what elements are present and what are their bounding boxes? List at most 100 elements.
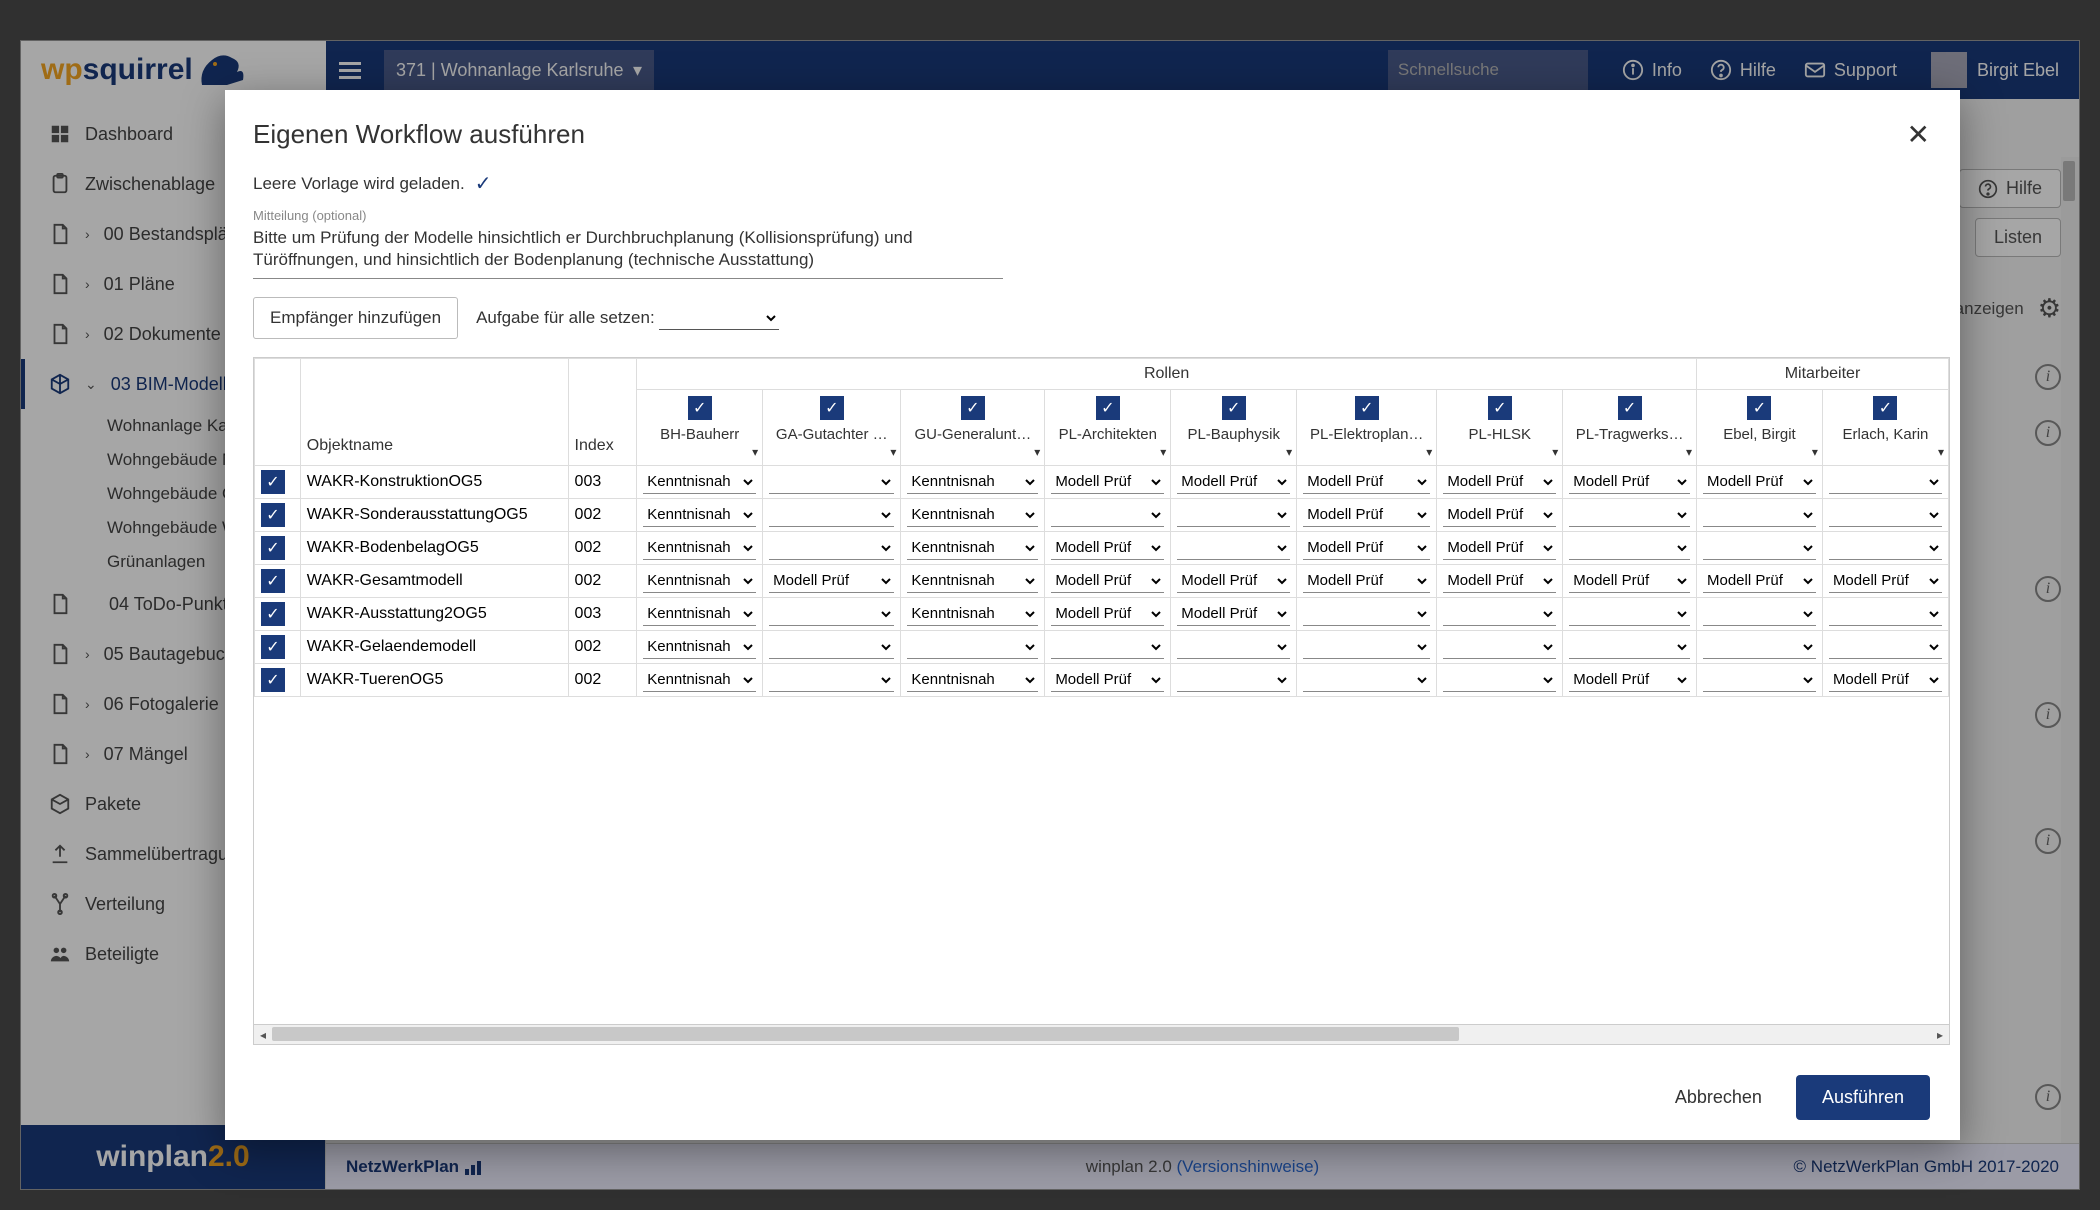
cell-select[interactable]: Modell Prüf: [1051, 668, 1164, 692]
row-checkbox[interactable]: ✓: [261, 536, 285, 560]
col-dropdown[interactable]: ▾: [1175, 445, 1292, 459]
mitteilung-input[interactable]: [253, 223, 1003, 279]
cell-select[interactable]: Kenntnisnah: [907, 668, 1038, 692]
row-checkbox[interactable]: ✓: [261, 470, 285, 494]
cell-select[interactable]: [1569, 602, 1690, 626]
row-checkbox[interactable]: ✓: [261, 635, 285, 659]
cell-select[interactable]: [1703, 635, 1816, 659]
cell-select[interactable]: [1303, 668, 1430, 692]
cell-select[interactable]: [769, 470, 894, 494]
col-checkbox[interactable]: ✓: [1096, 396, 1120, 420]
cell-select[interactable]: Modell Prüf: [1303, 503, 1430, 527]
col-dropdown[interactable]: ▾: [767, 445, 896, 459]
cell-select[interactable]: [769, 635, 894, 659]
cell-select[interactable]: Kenntnisnah: [643, 602, 756, 626]
cell-select[interactable]: Modell Prüf: [1443, 536, 1556, 560]
cell-select[interactable]: Kenntnisnah: [907, 536, 1038, 560]
cell-select[interactable]: Modell Prüf: [1177, 470, 1290, 494]
cell-select[interactable]: [1829, 470, 1942, 494]
cell-select[interactable]: [1829, 503, 1942, 527]
cell-select[interactable]: [1703, 536, 1816, 560]
execute-button[interactable]: Ausführen: [1796, 1075, 1930, 1120]
col-dropdown[interactable]: ▾: [1049, 445, 1166, 459]
cell-select[interactable]: Kenntnisnah: [643, 668, 756, 692]
cell-select[interactable]: [1177, 635, 1290, 659]
cell-select[interactable]: [1703, 602, 1816, 626]
cell-select[interactable]: [1051, 635, 1164, 659]
set-all-select[interactable]: [659, 306, 779, 330]
scroll-right-icon[interactable]: ▸: [1931, 1025, 1949, 1045]
cell-select[interactable]: Kenntnisnah: [907, 470, 1038, 494]
col-dropdown[interactable]: ▾: [641, 445, 758, 459]
col-checkbox[interactable]: ✓: [1222, 396, 1246, 420]
col-dropdown[interactable]: ▾: [905, 445, 1040, 459]
cell-select[interactable]: Kenntnisnah: [907, 602, 1038, 626]
col-checkbox[interactable]: ✓: [1355, 396, 1379, 420]
cell-select[interactable]: [1177, 668, 1290, 692]
cell-select[interactable]: [1443, 635, 1556, 659]
cell-select[interactable]: [1303, 602, 1430, 626]
cell-select[interactable]: [1177, 536, 1290, 560]
col-checkbox[interactable]: ✓: [961, 396, 985, 420]
col-checkbox[interactable]: ✓: [1747, 396, 1771, 420]
cell-select[interactable]: [1703, 503, 1816, 527]
cell-select[interactable]: [1829, 536, 1942, 560]
cell-select[interactable]: [769, 503, 894, 527]
cell-select[interactable]: Modell Prüf: [1303, 536, 1430, 560]
cell-select[interactable]: [1443, 602, 1556, 626]
cell-select[interactable]: [1829, 602, 1942, 626]
cell-select[interactable]: [1051, 503, 1164, 527]
cell-select[interactable]: Kenntnisnah: [643, 536, 756, 560]
cancel-button[interactable]: Abbrechen: [1659, 1077, 1778, 1118]
cell-select[interactable]: Modell Prüf: [1569, 569, 1690, 593]
cell-select[interactable]: [1703, 668, 1816, 692]
close-icon[interactable]: ✕: [1907, 118, 1930, 151]
row-checkbox[interactable]: ✓: [261, 503, 285, 527]
cell-select[interactable]: [1829, 635, 1942, 659]
col-dropdown[interactable]: ▾: [1301, 445, 1432, 459]
col-checkbox[interactable]: ✓: [1873, 396, 1897, 420]
cell-select[interactable]: [769, 668, 894, 692]
cell-select[interactable]: Kenntnisnah: [643, 470, 756, 494]
cell-select[interactable]: Modell Prüf: [1303, 470, 1430, 494]
cell-select[interactable]: Modell Prüf: [1303, 569, 1430, 593]
cell-select[interactable]: Modell Prüf: [1051, 470, 1164, 494]
cell-select[interactable]: [907, 635, 1038, 659]
row-checkbox[interactable]: ✓: [261, 668, 285, 692]
col-dropdown[interactable]: ▾: [1827, 445, 1944, 459]
cell-select[interactable]: [1303, 635, 1430, 659]
cell-select[interactable]: Kenntnisnah: [643, 635, 756, 659]
cell-select[interactable]: Modell Prüf: [769, 569, 894, 593]
cell-select[interactable]: [1569, 503, 1690, 527]
cell-select[interactable]: Modell Prüf: [1443, 569, 1556, 593]
cell-select[interactable]: [1177, 503, 1290, 527]
col-dropdown[interactable]: ▾: [1567, 445, 1692, 459]
scroll-left-icon[interactable]: ◂: [254, 1025, 272, 1045]
cell-select[interactable]: Modell Prüf: [1703, 470, 1816, 494]
grid-hscroll[interactable]: ◂ ▸: [254, 1024, 1949, 1044]
cell-select[interactable]: Modell Prüf: [1703, 569, 1816, 593]
cell-select[interactable]: [769, 536, 894, 560]
row-checkbox[interactable]: ✓: [261, 602, 285, 626]
cell-select[interactable]: Modell Prüf: [1829, 668, 1942, 692]
col-checkbox[interactable]: ✓: [1488, 396, 1512, 420]
cell-select[interactable]: Modell Prüf: [1177, 569, 1290, 593]
cell-select[interactable]: Modell Prüf: [1051, 602, 1164, 626]
cell-select[interactable]: [769, 602, 894, 626]
cell-select[interactable]: Kenntnisnah: [907, 569, 1038, 593]
cell-select[interactable]: [1443, 668, 1556, 692]
cell-select[interactable]: [1569, 635, 1690, 659]
add-recipient-button[interactable]: Empfänger hinzufügen: [253, 297, 458, 339]
col-dropdown[interactable]: ▾: [1701, 445, 1818, 459]
cell-select[interactable]: Modell Prüf: [1177, 602, 1290, 626]
cell-select[interactable]: Modell Prüf: [1443, 503, 1556, 527]
col-checkbox[interactable]: ✓: [1618, 396, 1642, 420]
cell-select[interactable]: Kenntnisnah: [643, 569, 756, 593]
cell-select[interactable]: Modell Prüf: [1829, 569, 1942, 593]
cell-select[interactable]: Modell Prüf: [1443, 470, 1556, 494]
cell-select[interactable]: Modell Prüf: [1569, 668, 1690, 692]
cell-select[interactable]: Kenntnisnah: [643, 503, 756, 527]
cell-select[interactable]: [1569, 536, 1690, 560]
col-checkbox[interactable]: ✓: [820, 396, 844, 420]
cell-select[interactable]: Modell Prüf: [1569, 470, 1690, 494]
